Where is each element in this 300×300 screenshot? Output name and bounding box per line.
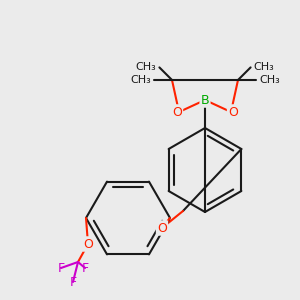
Text: O: O [172, 106, 182, 118]
Text: F: F [81, 262, 88, 275]
Text: F: F [69, 275, 76, 289]
Text: CH₃: CH₃ [136, 62, 156, 72]
Text: O: O [228, 106, 238, 118]
Text: F: F [57, 262, 64, 275]
Text: O: O [83, 238, 93, 250]
Text: CH₃: CH₃ [254, 62, 274, 72]
Text: B: B [201, 94, 209, 106]
Text: CH₃: CH₃ [259, 75, 280, 85]
Text: CH₃: CH₃ [130, 75, 151, 85]
Text: O: O [157, 221, 167, 235]
